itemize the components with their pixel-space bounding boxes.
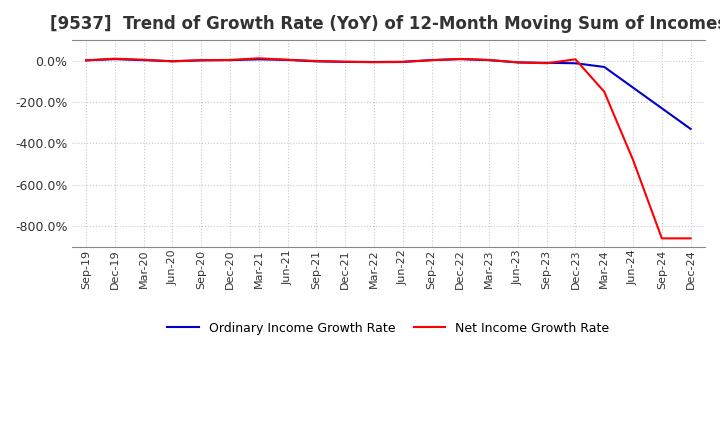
Net Income Growth Rate <box>485 57 493 62</box>
Ordinary Income Growth Rate <box>427 58 436 63</box>
Ordinary Income Growth Rate <box>197 58 205 63</box>
Ordinary Income Growth Rate <box>542 60 551 66</box>
Ordinary Income Growth Rate <box>398 59 407 64</box>
Ordinary Income Growth Rate <box>254 57 263 62</box>
Net Income Growth Rate <box>341 59 349 64</box>
Ordinary Income Growth Rate <box>485 58 493 63</box>
Ordinary Income Growth Rate <box>657 106 666 111</box>
Ordinary Income Growth Rate <box>629 85 637 90</box>
Net Income Growth Rate <box>168 59 176 64</box>
Line: Net Income Growth Rate: Net Income Growth Rate <box>86 58 690 238</box>
Net Income Growth Rate <box>111 56 120 61</box>
Net Income Growth Rate <box>312 59 320 64</box>
Ordinary Income Growth Rate <box>686 126 695 132</box>
Net Income Growth Rate <box>657 236 666 241</box>
Net Income Growth Rate <box>427 58 436 63</box>
Net Income Growth Rate <box>283 57 292 62</box>
Net Income Growth Rate <box>686 236 695 241</box>
Net Income Growth Rate <box>369 59 378 65</box>
Ordinary Income Growth Rate <box>571 61 580 66</box>
Ordinary Income Growth Rate <box>341 59 349 64</box>
Net Income Growth Rate <box>456 56 464 62</box>
Net Income Growth Rate <box>254 55 263 61</box>
Ordinary Income Growth Rate <box>312 59 320 64</box>
Ordinary Income Growth Rate <box>283 57 292 62</box>
Ordinary Income Growth Rate <box>168 59 176 64</box>
Ordinary Income Growth Rate <box>369 59 378 65</box>
Net Income Growth Rate <box>82 58 91 63</box>
Net Income Growth Rate <box>513 60 522 65</box>
Ordinary Income Growth Rate <box>225 58 234 63</box>
Net Income Growth Rate <box>398 59 407 65</box>
Title: [9537]  Trend of Growth Rate (YoY) of 12-Month Moving Sum of Incomes: [9537] Trend of Growth Rate (YoY) of 12-… <box>50 15 720 33</box>
Net Income Growth Rate <box>139 57 148 62</box>
Ordinary Income Growth Rate <box>139 58 148 63</box>
Net Income Growth Rate <box>629 157 637 162</box>
Net Income Growth Rate <box>600 89 608 94</box>
Ordinary Income Growth Rate <box>82 58 91 63</box>
Net Income Growth Rate <box>197 58 205 63</box>
Line: Ordinary Income Growth Rate: Ordinary Income Growth Rate <box>86 59 690 129</box>
Net Income Growth Rate <box>225 57 234 62</box>
Net Income Growth Rate <box>571 57 580 62</box>
Legend: Ordinary Income Growth Rate, Net Income Growth Rate: Ordinary Income Growth Rate, Net Income … <box>163 316 614 340</box>
Ordinary Income Growth Rate <box>600 64 608 70</box>
Ordinary Income Growth Rate <box>456 56 464 62</box>
Net Income Growth Rate <box>542 61 551 66</box>
Ordinary Income Growth Rate <box>513 60 522 65</box>
Ordinary Income Growth Rate <box>111 56 120 62</box>
